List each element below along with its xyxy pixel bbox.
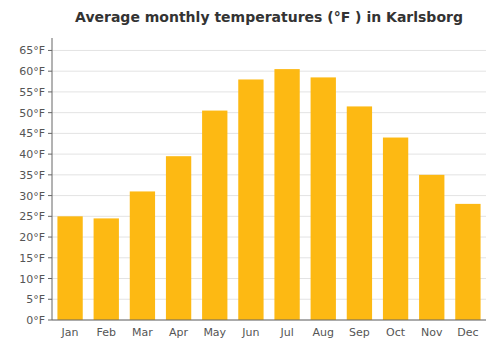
tick-label: 15°F <box>19 252 45 265</box>
y-axis-line <box>52 38 53 320</box>
tick-label: Apr <box>169 326 189 339</box>
tick-label: 30°F <box>19 190 45 203</box>
tick-mark <box>48 216 52 217</box>
grid-line <box>52 50 486 51</box>
bar <box>274 69 299 320</box>
tick-label: Jul <box>279 326 293 339</box>
grid-line <box>52 91 486 92</box>
tick-label: Feb <box>97 326 116 339</box>
tick-mark <box>48 133 52 134</box>
tick-label: Dec <box>457 326 478 339</box>
tick-label: 5°F <box>26 293 45 306</box>
tick-label: Nov <box>421 326 443 339</box>
tick-label: Jun <box>241 326 259 339</box>
tick-label: 10°F <box>19 273 45 286</box>
grid-line <box>52 320 486 321</box>
bar <box>238 79 263 320</box>
tick-label: Oct <box>386 326 406 339</box>
bar <box>57 216 82 320</box>
title: Average monthly temperatures (°F ) in Ka… <box>75 9 463 25</box>
tick-label: 45°F <box>19 127 45 140</box>
bars <box>57 69 480 320</box>
tick-label: 65°F <box>19 44 45 57</box>
tick-label: 50°F <box>19 107 45 120</box>
tick-label: Sep <box>349 326 370 339</box>
tick-label: Aug <box>313 326 334 339</box>
tick-label: May <box>203 326 226 339</box>
tick-label: 40°F <box>19 148 45 161</box>
tick-mark <box>48 112 52 113</box>
tick-mark <box>48 320 52 321</box>
x-ticks: Jan Feb Mar Apr May Jun Jul Aug Sep Oct Nov Dec <box>61 326 479 339</box>
tick-label: Jan <box>61 326 79 339</box>
tick-mark <box>48 278 52 279</box>
grid-line <box>52 154 486 155</box>
tick-mark <box>48 50 52 51</box>
tick-mark <box>48 154 52 155</box>
bar <box>455 204 480 320</box>
bar <box>202 111 227 320</box>
tick-label: 20°F <box>19 231 45 244</box>
bar <box>130 191 155 320</box>
tick-label: 35°F <box>19 169 45 182</box>
tick-label: Mar <box>132 326 153 339</box>
bar <box>94 218 119 320</box>
tick-label: 0°F <box>26 314 45 327</box>
bar <box>311 77 336 320</box>
tick-mark <box>48 91 52 92</box>
tick-mark <box>48 299 52 300</box>
bar <box>166 156 191 320</box>
tick-mark <box>48 237 52 238</box>
grid-line <box>52 112 486 113</box>
chart: Average monthly temperatures (°F ) in Ka… <box>0 0 500 350</box>
grid <box>52 50 486 320</box>
tick-mark <box>48 195 52 196</box>
tick-label: 55°F <box>19 86 45 99</box>
bar <box>419 175 444 320</box>
grid-line <box>52 71 486 72</box>
tick-label: 25°F <box>19 210 45 223</box>
tick-mark <box>48 174 52 175</box>
bar <box>347 106 372 320</box>
y-ticks: 0°F 5°F 10°F 15°F 20°F 25°F 30°F 35°F 40°F 45°F 50… <box>19 44 52 327</box>
bar <box>383 138 408 320</box>
grid-line <box>52 133 486 134</box>
tick-label: 60°F <box>19 65 45 78</box>
x-axis-line <box>52 320 486 321</box>
tick-mark <box>48 71 52 72</box>
tick-mark <box>48 257 52 258</box>
